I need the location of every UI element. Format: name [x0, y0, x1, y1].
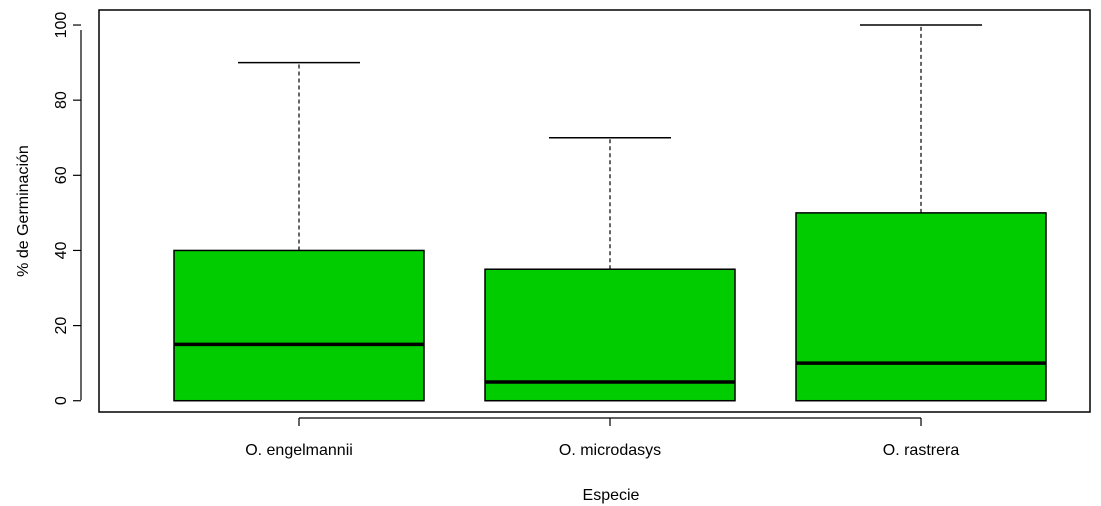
y-tick-label: 40: [53, 241, 70, 259]
x-axis-ticks: O. engelmannii O. microdasys O. rastrera: [245, 418, 959, 459]
y-tick-label: 0: [53, 396, 70, 405]
y-tick-label: 60: [53, 166, 70, 184]
y-axis-ticks: 0 20 40 60 80 100: [53, 12, 81, 405]
category-label: O. engelmannii: [245, 442, 353, 459]
y-tick-label: 100: [53, 12, 70, 39]
box: [484, 136, 736, 402]
iqr-box: [484, 268, 736, 402]
iqr-box: [795, 212, 1047, 402]
box-series: [173, 24, 1047, 402]
category-label: O. microdasys: [559, 442, 661, 459]
y-axis-title: % de Germinación: [15, 145, 32, 277]
y-tick-label: 20: [53, 317, 70, 335]
iqr-box: [173, 249, 425, 402]
plot-frame: [98, 9, 1091, 413]
box: [795, 24, 1047, 402]
category-label: O. rastrera: [883, 442, 960, 459]
box: [173, 61, 425, 402]
x-axis-title: Especie: [583, 487, 640, 504]
y-tick-label: 80: [53, 91, 70, 109]
